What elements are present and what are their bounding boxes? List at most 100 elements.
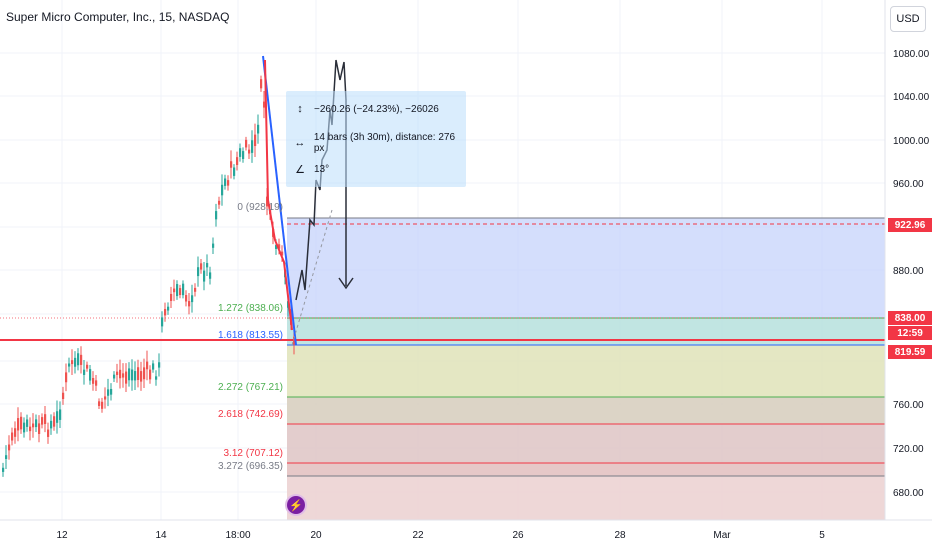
fib-label-0: 0 (928.19) <box>237 202 283 213</box>
candle-body <box>266 196 269 207</box>
candle-body <box>104 396 107 400</box>
candle-body <box>167 306 170 311</box>
candle-body <box>257 124 260 134</box>
angle-icon: ∠ <box>295 164 305 176</box>
fib-label-1272: 1.272 (838.06) <box>218 303 283 314</box>
candle-body <box>89 369 92 381</box>
price-tag-last: 922.96 <box>888 218 932 232</box>
candle-body <box>239 148 242 157</box>
measure-price-change: −260.26 (−24.23%), −26026 <box>314 103 439 115</box>
candle-body <box>137 367 140 380</box>
fib-label-1618: 1.618 (813.55) <box>218 330 283 341</box>
candle-body <box>188 301 191 307</box>
candle-body <box>197 267 200 277</box>
time-label: 12 <box>56 530 68 541</box>
candle-body <box>161 317 164 327</box>
candle-body <box>65 372 68 383</box>
candle-body <box>17 418 20 431</box>
candle-body <box>92 378 95 384</box>
candle-body <box>242 151 245 160</box>
candle-body <box>200 263 203 270</box>
price-tag-level: 838.00 <box>888 311 932 325</box>
currency-button[interactable]: USD <box>890 6 926 32</box>
candle-body <box>23 422 26 433</box>
candle-body <box>146 361 149 370</box>
price-tag-line: 819.59 <box>888 345 932 359</box>
price-labels: 1080.00 1040.00 1000.00 960.00 880.00 76… <box>893 49 930 499</box>
candle-body <box>236 157 239 165</box>
time-label: 20 <box>310 530 322 541</box>
fib-zone-0-1272 <box>287 218 885 318</box>
candle-body <box>212 243 215 248</box>
time-label: Mar <box>713 530 731 541</box>
time-label: 14 <box>155 530 167 541</box>
candle-body <box>107 389 110 396</box>
time-label: 18:00 <box>225 530 250 541</box>
candle-body <box>245 139 248 148</box>
price-label: 1000.00 <box>893 136 930 147</box>
measure-bars: 14 bars (3h 30m), distance: 276 px <box>313 132 456 154</box>
time-labels: 12 14 18:00 20 22 26 28 Mar 5 <box>56 530 825 541</box>
candle-body <box>116 371 119 375</box>
candle-body <box>191 295 194 303</box>
candle-body <box>50 420 53 429</box>
price-label: 880.00 <box>893 266 924 277</box>
candle-body <box>128 368 131 381</box>
price-axis <box>885 0 932 520</box>
fib-zones[interactable] <box>287 218 885 520</box>
red-drop-line <box>264 59 293 331</box>
measure-angle: 13° <box>314 164 330 175</box>
candle-body <box>158 362 161 368</box>
fib-label-2618: 2.618 (742.69) <box>218 409 283 420</box>
candle-body <box>155 376 158 380</box>
candle-body <box>14 428 17 437</box>
candle-body <box>176 284 179 297</box>
candle-body <box>68 363 71 367</box>
candle-body <box>86 364 89 369</box>
candle-body <box>185 295 188 302</box>
candle-body <box>8 444 11 451</box>
candle-body <box>173 288 176 293</box>
candle-body <box>101 401 104 409</box>
candle-body <box>260 79 263 89</box>
trend-line <box>262 55 297 346</box>
candle-body <box>278 244 281 249</box>
candle-body <box>134 371 137 381</box>
fib-zone-2618-312 <box>287 424 885 463</box>
symbol-title[interactable]: Super Micro Computer, Inc., 15, NASDAQ <box>6 10 230 24</box>
fib-label-312: 3.12 (707.12) <box>224 448 284 459</box>
candle-body <box>77 353 80 366</box>
candle-body <box>44 414 47 424</box>
measure-angle-row: ∠ 13° <box>294 163 329 176</box>
candle-body <box>281 251 284 256</box>
price-label: 1080.00 <box>893 49 930 60</box>
candle-body <box>170 293 173 301</box>
candle-body <box>206 263 209 268</box>
candle-body <box>119 369 122 379</box>
candle-body <box>59 409 62 420</box>
time-axis <box>0 520 932 550</box>
candle-body <box>140 371 143 382</box>
candle-body <box>110 388 113 395</box>
measure-bars-row: ↔ 14 bars (3h 30m), distance: 276 px <box>294 132 466 154</box>
candle-body <box>113 374 116 379</box>
candle-body <box>26 419 29 427</box>
candle-body <box>203 270 206 282</box>
candle-body <box>149 369 152 380</box>
price-label: 760.00 <box>893 400 924 411</box>
time-label: 28 <box>614 530 626 541</box>
candle-body <box>194 287 197 292</box>
time-label: 22 <box>412 530 424 541</box>
candle-body <box>233 167 236 176</box>
candle-body <box>263 101 266 108</box>
candle-body <box>95 380 98 386</box>
candle-body <box>221 184 224 196</box>
candle-body <box>11 432 14 441</box>
candle-body <box>53 416 56 427</box>
lightning-icon[interactable]: ⚡ <box>287 496 305 514</box>
candle-body <box>152 363 155 370</box>
candle-body <box>38 423 41 434</box>
price-label: 1040.00 <box>893 92 930 103</box>
